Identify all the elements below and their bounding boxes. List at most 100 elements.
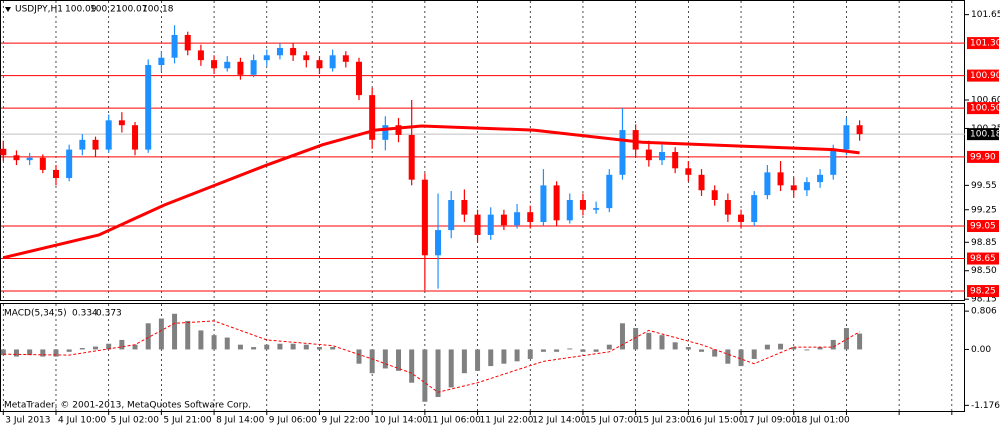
macd-bar [593, 349, 599, 352]
candle-body [540, 185, 547, 222]
moving-average [2, 124, 860, 260]
candle-body [237, 61, 244, 75]
x-tick-label: 4 Jul 10:00 [58, 416, 107, 426]
candle-body [197, 50, 204, 61]
macd-bar [764, 344, 770, 350]
candle-body [566, 200, 573, 221]
bar-close: 100.18 [142, 5, 174, 15]
candle-body [645, 149, 652, 161]
level-label-box [967, 285, 999, 298]
current-price-box [967, 128, 999, 141]
x-tick-label: 9 Jul 22:00 [321, 416, 370, 426]
macd-bar [567, 348, 573, 350]
candle-body [263, 55, 270, 61]
macd-bar [396, 349, 402, 371]
level-label-box [967, 69, 999, 82]
macd-bar [699, 349, 705, 352]
macd-bar [843, 328, 849, 350]
x-tick-label: 5 Jul 21:00 [163, 416, 212, 426]
macd-bar [580, 349, 586, 352]
candle-body [500, 214, 507, 226]
candle-body [751, 195, 758, 222]
macd-bar [725, 349, 731, 364]
macd-bar [409, 349, 415, 383]
macd-bar [817, 347, 823, 350]
candle-body [764, 172, 771, 196]
candle-body [724, 200, 731, 215]
macd-bar [382, 349, 388, 369]
candle-body [158, 57, 165, 66]
candle-body [211, 60, 218, 69]
candle-body [250, 60, 257, 75]
x-tick-label: 3 Jul 2013 [5, 416, 50, 426]
macd-signal: 0.373 [96, 309, 122, 319]
candle-body [830, 149, 837, 175]
candle-body [593, 208, 600, 210]
candle-body [0, 148, 7, 156]
macd-bar [330, 347, 336, 350]
candle-body [579, 200, 586, 210]
macd-bar [198, 330, 204, 350]
x-tick-label: 8 Jul 14:00 [216, 416, 265, 426]
macd-bar [619, 323, 625, 350]
bar-high: 100.21 [90, 5, 122, 15]
macd-bar [277, 343, 283, 350]
x-tick-label: 11 Jul 22:00 [480, 416, 534, 426]
macd-bar [106, 343, 112, 350]
candle-body [514, 212, 521, 226]
level-label: 98.65 [970, 254, 996, 264]
y-tick-label: 0.806 [971, 307, 997, 317]
level-label: 100.50 [970, 104, 1000, 114]
macd-bar [93, 346, 99, 350]
macd-bar [448, 349, 454, 388]
macd-bar [40, 349, 46, 357]
macd-bar [264, 344, 270, 350]
candle-body [171, 34, 178, 58]
macd-bar [461, 349, 467, 374]
candle-body [527, 212, 534, 222]
macd-bar [356, 349, 362, 364]
x-tick-label: 17 Jul 09:00 [743, 416, 797, 426]
level-label: 98.25 [970, 287, 996, 297]
level-label-box [967, 252, 999, 265]
x-tick-label: 5 Jul 02:00 [111, 416, 160, 426]
candle-body [92, 139, 99, 150]
macd-bar [659, 335, 665, 350]
candle-body [355, 61, 362, 96]
macd-bar [422, 349, 428, 402]
x-tick-label: 18 Jul 01:00 [796, 416, 850, 426]
candle-body [395, 125, 402, 135]
macd-bar [738, 349, 744, 367]
candle-body [118, 120, 125, 126]
bar-open: 100.09 [65, 5, 97, 15]
macd-bar [53, 349, 59, 357]
macd-bar [791, 347, 797, 350]
copyright: MetaTrader, © 2001-2013, MetaQuotes Soft… [4, 401, 251, 411]
candle-body [448, 200, 455, 231]
macd-bar [224, 337, 230, 350]
candle-body [711, 190, 718, 200]
candle-body [303, 55, 310, 61]
y-tick-label: 0.00 [971, 345, 991, 355]
candle-body [685, 168, 692, 175]
symbol: USDJPY,H1 [15, 5, 63, 15]
candle-body [26, 157, 33, 161]
candle-body [843, 125, 850, 150]
candle-body [13, 155, 20, 161]
macd-bar [751, 349, 757, 359]
x-tick-label: 15 Jul 23:00 [638, 416, 692, 426]
macd-bar [475, 349, 481, 371]
macd-bar [237, 344, 243, 350]
candle-body [52, 169, 59, 179]
macd-bar [13, 349, 19, 357]
macd-bar [488, 349, 494, 367]
macd-bar [712, 349, 718, 357]
level-label: 99.05 [970, 222, 996, 232]
candle-body [105, 120, 112, 150]
level-label: 100.90 [970, 71, 1000, 81]
candle-body [132, 125, 139, 150]
macd-bar [145, 323, 151, 350]
candle-body [553, 185, 560, 221]
